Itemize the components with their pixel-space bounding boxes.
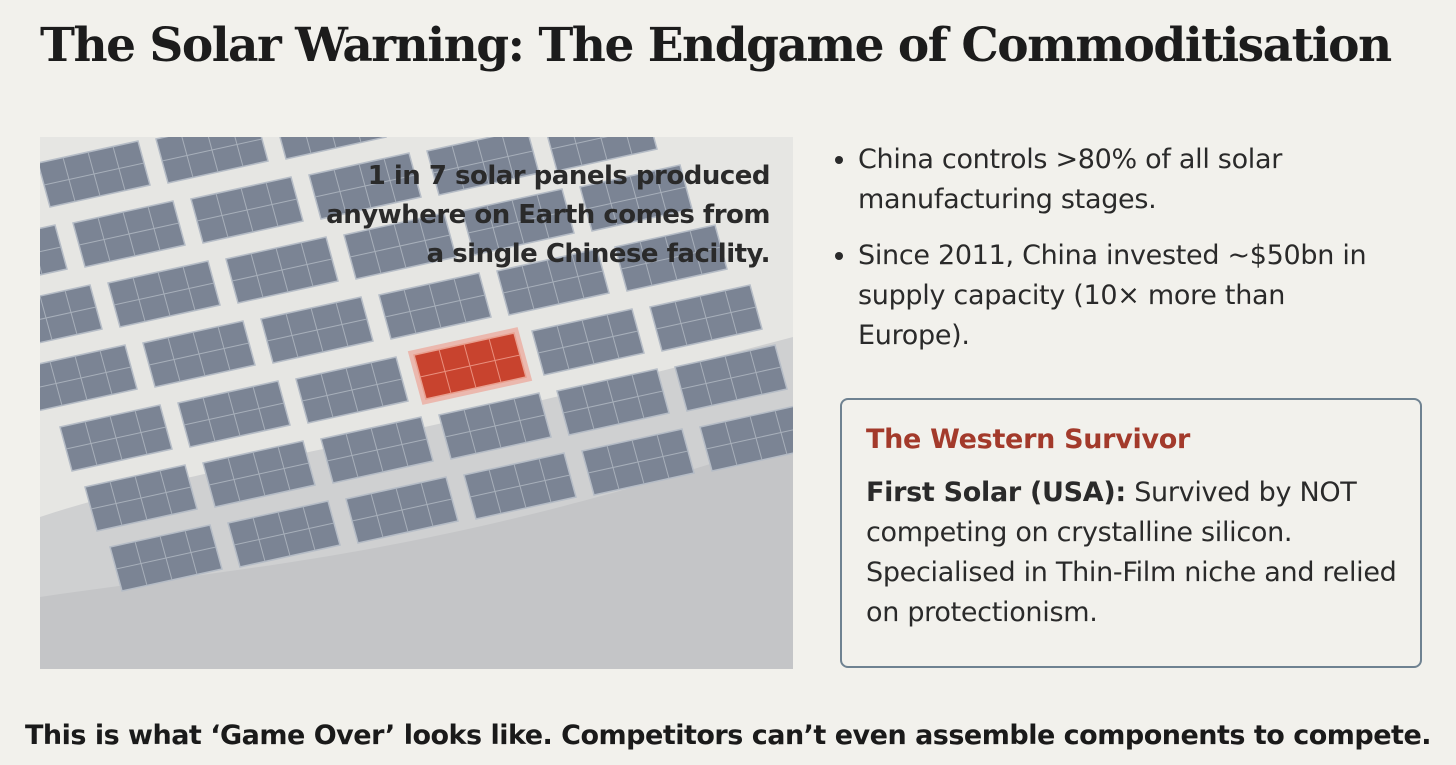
bullet-list: China controls >80% of all solar manufac… [828,140,1398,372]
panel-cell-line [680,366,782,390]
caption: 1 in 7 solar panels produced anywhere on … [326,157,770,274]
terrain [40,437,793,669]
bullet: Since 2011, China invested ~$50bn in sup… [858,236,1398,356]
slide-title: The Solar Warning: The Endgame of Commod… [40,18,1392,73]
panel-cell-line [585,186,687,210]
panel-cell-line [537,330,639,354]
panel-cell-line [705,426,807,450]
panel-cell-line [384,294,486,318]
bullet: China controls >80% of all solar manufac… [858,140,1398,220]
callout-box: The Western Survivor First Solar (USA): … [840,398,1422,668]
callout-title: The Western Survivor [866,424,1191,455]
panel-cell-line [90,486,192,510]
panel-cell-line [65,426,167,450]
solar-farm-art [0,44,813,669]
panel-cell-line [183,402,285,426]
panel-cell-line [655,306,757,330]
panel-cell-line [30,366,132,390]
panel-cell-line [432,150,534,174]
panel-cell-line [196,198,298,222]
panel-cell-line [502,270,604,294]
panel-cell-line [233,522,335,546]
panel-cell-line [314,174,416,198]
panel-cell-line [351,498,453,522]
caption-line: a single Chinese facility. [426,239,771,269]
panel-field [0,44,813,592]
callout-body: Survived by NOT competing on crystalline… [866,477,1397,628]
panel-cell-line [208,462,310,486]
panel-cell-line [467,210,569,234]
panel-cell-line [620,246,722,270]
panel-cell-line [326,438,428,462]
panel-cell-line [301,378,403,402]
panel-cell-line [444,414,546,438]
panel-cell-line [78,222,180,246]
callout-lead: First Solar (USA): [866,477,1126,508]
caption-line: anywhere on Earth comes from [326,200,770,230]
panel-cell-line [587,450,689,474]
panel-cell-line [419,354,521,378]
panel-cell-line [231,258,333,282]
panel-cell-line [113,282,215,306]
illustration: 1 in 7 solar panels produced anywhere on … [0,44,813,669]
panel-cell-line [43,162,145,186]
footer: This is what ‘Game Over’ looks like. Com… [24,720,1432,751]
panel-cell-line [266,318,368,342]
callout-text: First Solar (USA): Survived by NOT compe… [866,473,1406,633]
panel-cell-line [349,234,451,258]
panel-cell-line [161,138,263,162]
panel-cell-line [469,474,571,498]
panel-cell-line [562,390,664,414]
caption-line: 1 in 7 solar panels produced [367,161,771,191]
panel-cell-line [148,342,250,366]
panel-cell-line [115,546,217,570]
